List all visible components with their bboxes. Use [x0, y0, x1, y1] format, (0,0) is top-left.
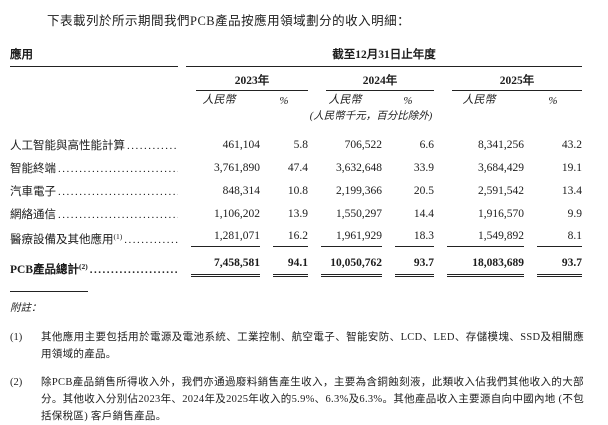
cell-2024-rmb: 2,199,366: [336, 185, 382, 197]
cell-2023-pct: 5.8: [293, 139, 308, 151]
cell-2024-pct: 20.5: [413, 185, 434, 197]
footnotes-section: 附註： (1) 其他應用主要包括用於電源及電池系統、工業控制、航空電子、智能安防…: [10, 291, 584, 425]
footnote-2-number: (2): [10, 377, 23, 388]
table-row-automotive: 汽車電子....................................…: [10, 176, 582, 199]
dot-leader: ........................................…: [58, 186, 178, 198]
table-row-total-pcb: PCB產品總計(2)..............................…: [10, 256, 583, 277]
column-header-period: 截至12月31日止年度: [186, 46, 583, 67]
cell-2023-pct: 10.8: [287, 185, 308, 197]
cell-2024-pct: 14.4: [413, 208, 434, 220]
year-header-2025: 2025年: [452, 67, 583, 91]
cell-2024-pct: 33.9: [413, 162, 434, 174]
total-2024-pct: 93.7: [395, 256, 434, 277]
row-label: 人工智能與高性能計算: [10, 140, 125, 152]
cell-2024-rmb: 1,550,297: [336, 208, 382, 220]
table-row-ai-hpc: 人工智能與高性能計算..............................…: [10, 122, 582, 153]
cell-2025-rmb: 2,591,542: [478, 185, 524, 197]
unit-note: (人民幣千元，百分比除外): [309, 111, 433, 122]
header-row-years: 2023年 2024年 2025年: [10, 67, 583, 91]
column-header-application: 應用: [10, 46, 178, 67]
cell-2025-rmb: 8,341,256: [478, 139, 524, 151]
row-label: 網絡通信: [10, 209, 56, 221]
cell-2024-rmb: 706,522: [344, 139, 382, 151]
header-row-unit-note: (人民幣千元，百分比除外): [10, 107, 582, 122]
cell-2023-pct: 47.4: [287, 162, 308, 174]
footnotes-heading: 附註：: [10, 303, 42, 314]
pct-header-2024: %: [403, 95, 413, 107]
footnote-1-number: (1): [10, 332, 23, 343]
year-header-2024: 2024年: [326, 67, 434, 91]
footnote-1-text: 其他應用主要包括用於電源及電池系統、工業控制、航空電子、智能安防、LCD、LED…: [41, 332, 584, 360]
row-label: 智能終端: [10, 163, 56, 175]
footnote-2-text: 除PCB產品銷售所得收入外，我們亦通過廢料銷售產生收入，主要為含銅蝕刻液，此類收…: [41, 377, 584, 422]
cell-2025-pct: 43.2: [561, 139, 583, 151]
pct-header-2025: %: [548, 95, 558, 107]
total-2025-pct: 93.7: [537, 256, 583, 277]
cell-2024-pct: 6.6: [419, 139, 434, 151]
cell-2025-pct: 9.9: [567, 208, 583, 220]
rmb-header-2025: 人民幣: [462, 94, 496, 106]
dot-leader: ........................................…: [89, 264, 178, 276]
total-2024-rmb: 10,050,762: [321, 256, 382, 277]
cell-2025-rmb: 1,916,570: [478, 208, 524, 220]
footnote-2: (2) 除PCB產品銷售所得收入外，我們亦通過廢料銷售產生收入，主要為含銅蝕刻液…: [10, 374, 584, 425]
total-2025-rmb: 18,083,689: [447, 256, 524, 277]
table-row-medical-other: 醫療設備及其他應用(1)............................…: [10, 229, 583, 247]
footnote-divider: [10, 291, 88, 292]
pcb-revenue-table: 應用 截至12月31日止年度 2023年 2024年 2025年 人民幣 % 人…: [10, 46, 583, 277]
cell-2024-rmb: 1,961,929: [321, 229, 382, 247]
pct-header-2023: %: [279, 95, 289, 107]
row-label: 醫療設備及其他應用: [10, 234, 114, 246]
row-label: 汽車電子: [10, 186, 56, 198]
dot-leader: ........................................…: [127, 140, 178, 152]
header-row-units: 人民幣 % 人民幣 % 人民幣 %: [10, 91, 582, 107]
cell-2025-rmb: 3,684,429: [478, 162, 524, 174]
rmb-header-2023: 人民幣: [202, 94, 236, 106]
total-row-label: PCB產品總計: [10, 264, 79, 276]
cell-2023-pct: 13.9: [287, 208, 308, 220]
table-row-network-comms: 網絡通信....................................…: [10, 199, 582, 222]
header-row-period: 應用 截至12月31日止年度: [10, 46, 583, 67]
table-row-smart-terminals: 智能終端....................................…: [10, 153, 582, 176]
cell-2023-pct: 16.2: [273, 229, 308, 247]
dot-leader: ........................................…: [58, 163, 178, 175]
dot-leader: ........................................…: [124, 234, 178, 246]
cell-2023-rmb: 1,281,071: [191, 229, 260, 247]
cell-2023-rmb: 3,761,890: [214, 162, 260, 174]
cell-2025-pct: 13.4: [561, 185, 583, 197]
total-2023-pct: 94.1: [273, 256, 308, 277]
cell-2024-rmb: 3,632,648: [336, 162, 382, 174]
cell-2023-rmb: 1,106,202: [214, 208, 260, 220]
dot-leader: ........................................…: [58, 209, 178, 221]
cell-2024-pct: 18.3: [395, 229, 434, 247]
year-header-2023: 2023年: [196, 67, 308, 91]
cell-2023-rmb: 461,104: [222, 139, 260, 151]
cell-2025-rmb: 1,549,892: [447, 229, 524, 247]
page-title: 下表載列於所示期間我們PCB產品按應用領域劃分的收入明細：: [47, 14, 411, 28]
cell-2025-pct: 19.1: [561, 162, 583, 174]
rmb-header-2024: 人民幣: [328, 94, 362, 106]
cell-2025-pct: 8.1: [537, 229, 583, 247]
total-2023-rmb: 7,458,581: [191, 256, 260, 277]
cell-2023-rmb: 848,314: [222, 185, 260, 197]
footnote-1: (1) 其他應用主要包括用於電源及電池系統、工業控制、航空電子、智能安防、LCD…: [10, 329, 584, 363]
